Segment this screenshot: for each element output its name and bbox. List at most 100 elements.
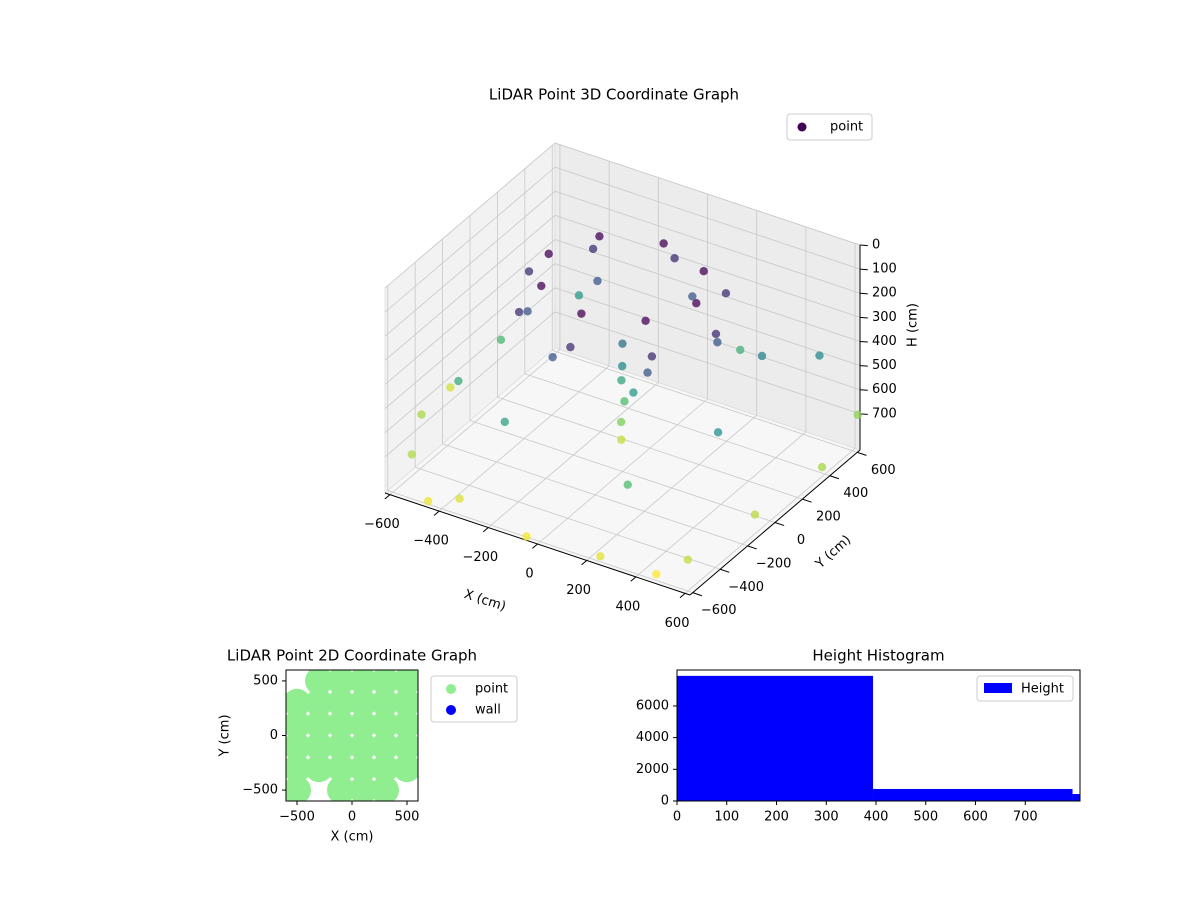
tick-mark [384, 494, 391, 500]
grid-line [554, 263, 861, 366]
x-tick-label: −500 [279, 810, 315, 825]
axes-frame [676, 669, 1081, 802]
data-point [393, 670, 418, 695]
bar [873, 788, 1073, 801]
z-tick-label: 100 [872, 262, 897, 277]
grid-line [554, 311, 861, 415]
data-point [417, 410, 426, 419]
grid-line [554, 166, 861, 270]
y-tick-label: −600 [701, 603, 737, 618]
data-point [349, 754, 377, 783]
data-point [327, 710, 355, 739]
tick-mark [859, 365, 868, 367]
data-point [853, 410, 862, 420]
chart-title: LiDAR Point 3D Coordinate Graph [489, 86, 739, 104]
data-point [305, 754, 333, 783]
data-point [446, 383, 455, 392]
tick-mark [692, 592, 703, 597]
data-point [514, 307, 524, 317]
data-point [692, 299, 701, 308]
data-point [643, 368, 652, 377]
data-point [620, 397, 629, 406]
data-point [522, 532, 531, 541]
grid-line [554, 287, 861, 391]
tick-mark [859, 340, 868, 343]
data-point [641, 316, 650, 325]
tick-mark [774, 522, 785, 527]
data-point [616, 417, 626, 427]
grid-line [415, 466, 721, 570]
data-point [699, 267, 708, 276]
data-point [588, 244, 598, 254]
data-point [683, 555, 693, 564]
tick-mark [859, 292, 868, 295]
data-point [286, 688, 311, 717]
data-point [629, 388, 638, 397]
y-tick-label: 2000 [636, 762, 669, 777]
data-point [371, 710, 399, 739]
z-axis-label: H (cm) [906, 303, 921, 347]
data-point [688, 292, 697, 301]
data-point [618, 361, 627, 371]
data-point [393, 732, 418, 761]
data-point [349, 732, 377, 761]
tick-mark [859, 268, 868, 271]
grid-line [469, 420, 776, 523]
y-tick-label: 0 [270, 728, 278, 743]
tick-mark [679, 592, 686, 599]
data-point [577, 309, 586, 318]
y-tick-label: 600 [871, 463, 896, 478]
data-point [721, 289, 731, 298]
legend-label: wall [475, 703, 501, 718]
x-axis-line [384, 492, 691, 596]
tick-mark [720, 568, 730, 573]
data-point [407, 450, 417, 459]
data-point [670, 254, 679, 263]
z-tick-label: 200 [872, 286, 897, 301]
data-point [713, 338, 722, 347]
y-tick-label: 0 [661, 794, 669, 809]
data-point [595, 232, 604, 241]
x-tick-label: 500 [395, 810, 420, 825]
legend-label: point [475, 682, 508, 697]
legend-marker [446, 684, 456, 694]
x-tick-label: 0 [673, 810, 681, 825]
y-tick-label: 0 [797, 533, 805, 548]
x-axis-label: X (cm) [331, 830, 374, 845]
tick-mark [859, 389, 868, 391]
tick-mark [802, 498, 812, 503]
y-axis-label: Y (cm) [218, 714, 233, 757]
points [286, 670, 418, 801]
z-tick-label: 400 [872, 334, 897, 349]
data-point [544, 249, 553, 259]
legend-patch [984, 683, 1012, 693]
z-tick-label: 500 [872, 358, 897, 373]
grid-line [384, 215, 556, 361]
data-point [647, 352, 657, 361]
plot-2d: point wall −500 0 500 −500 0 500 X (cm) Y (cm) LiD… [218, 647, 518, 845]
x-tick-label: 400 [864, 810, 889, 825]
legend-marker [797, 122, 807, 132]
grid-line [554, 214, 861, 318]
plot-3d: −600−400−2000200400600−600−400−200020040… [364, 142, 897, 631]
data-point [349, 710, 377, 739]
tick-mark [630, 576, 637, 582]
x-tick-label: −600 [364, 517, 400, 532]
data-point [711, 329, 721, 339]
data-point [537, 281, 546, 291]
tick-mark [859, 244, 868, 247]
grid-line [552, 349, 858, 453]
y-tick-label: −200 [756, 556, 792, 571]
data-point [305, 670, 333, 695]
legend-label: point [830, 120, 863, 135]
x-tick-label: 400 [615, 599, 640, 614]
chart-title: Height Histogram [812, 647, 944, 665]
data-point [327, 732, 355, 761]
data-point [593, 276, 602, 286]
grid-line [524, 373, 830, 477]
data-point [623, 480, 632, 489]
x-tick-label: −400 [413, 534, 449, 549]
z-tick-label: 700 [872, 406, 897, 421]
